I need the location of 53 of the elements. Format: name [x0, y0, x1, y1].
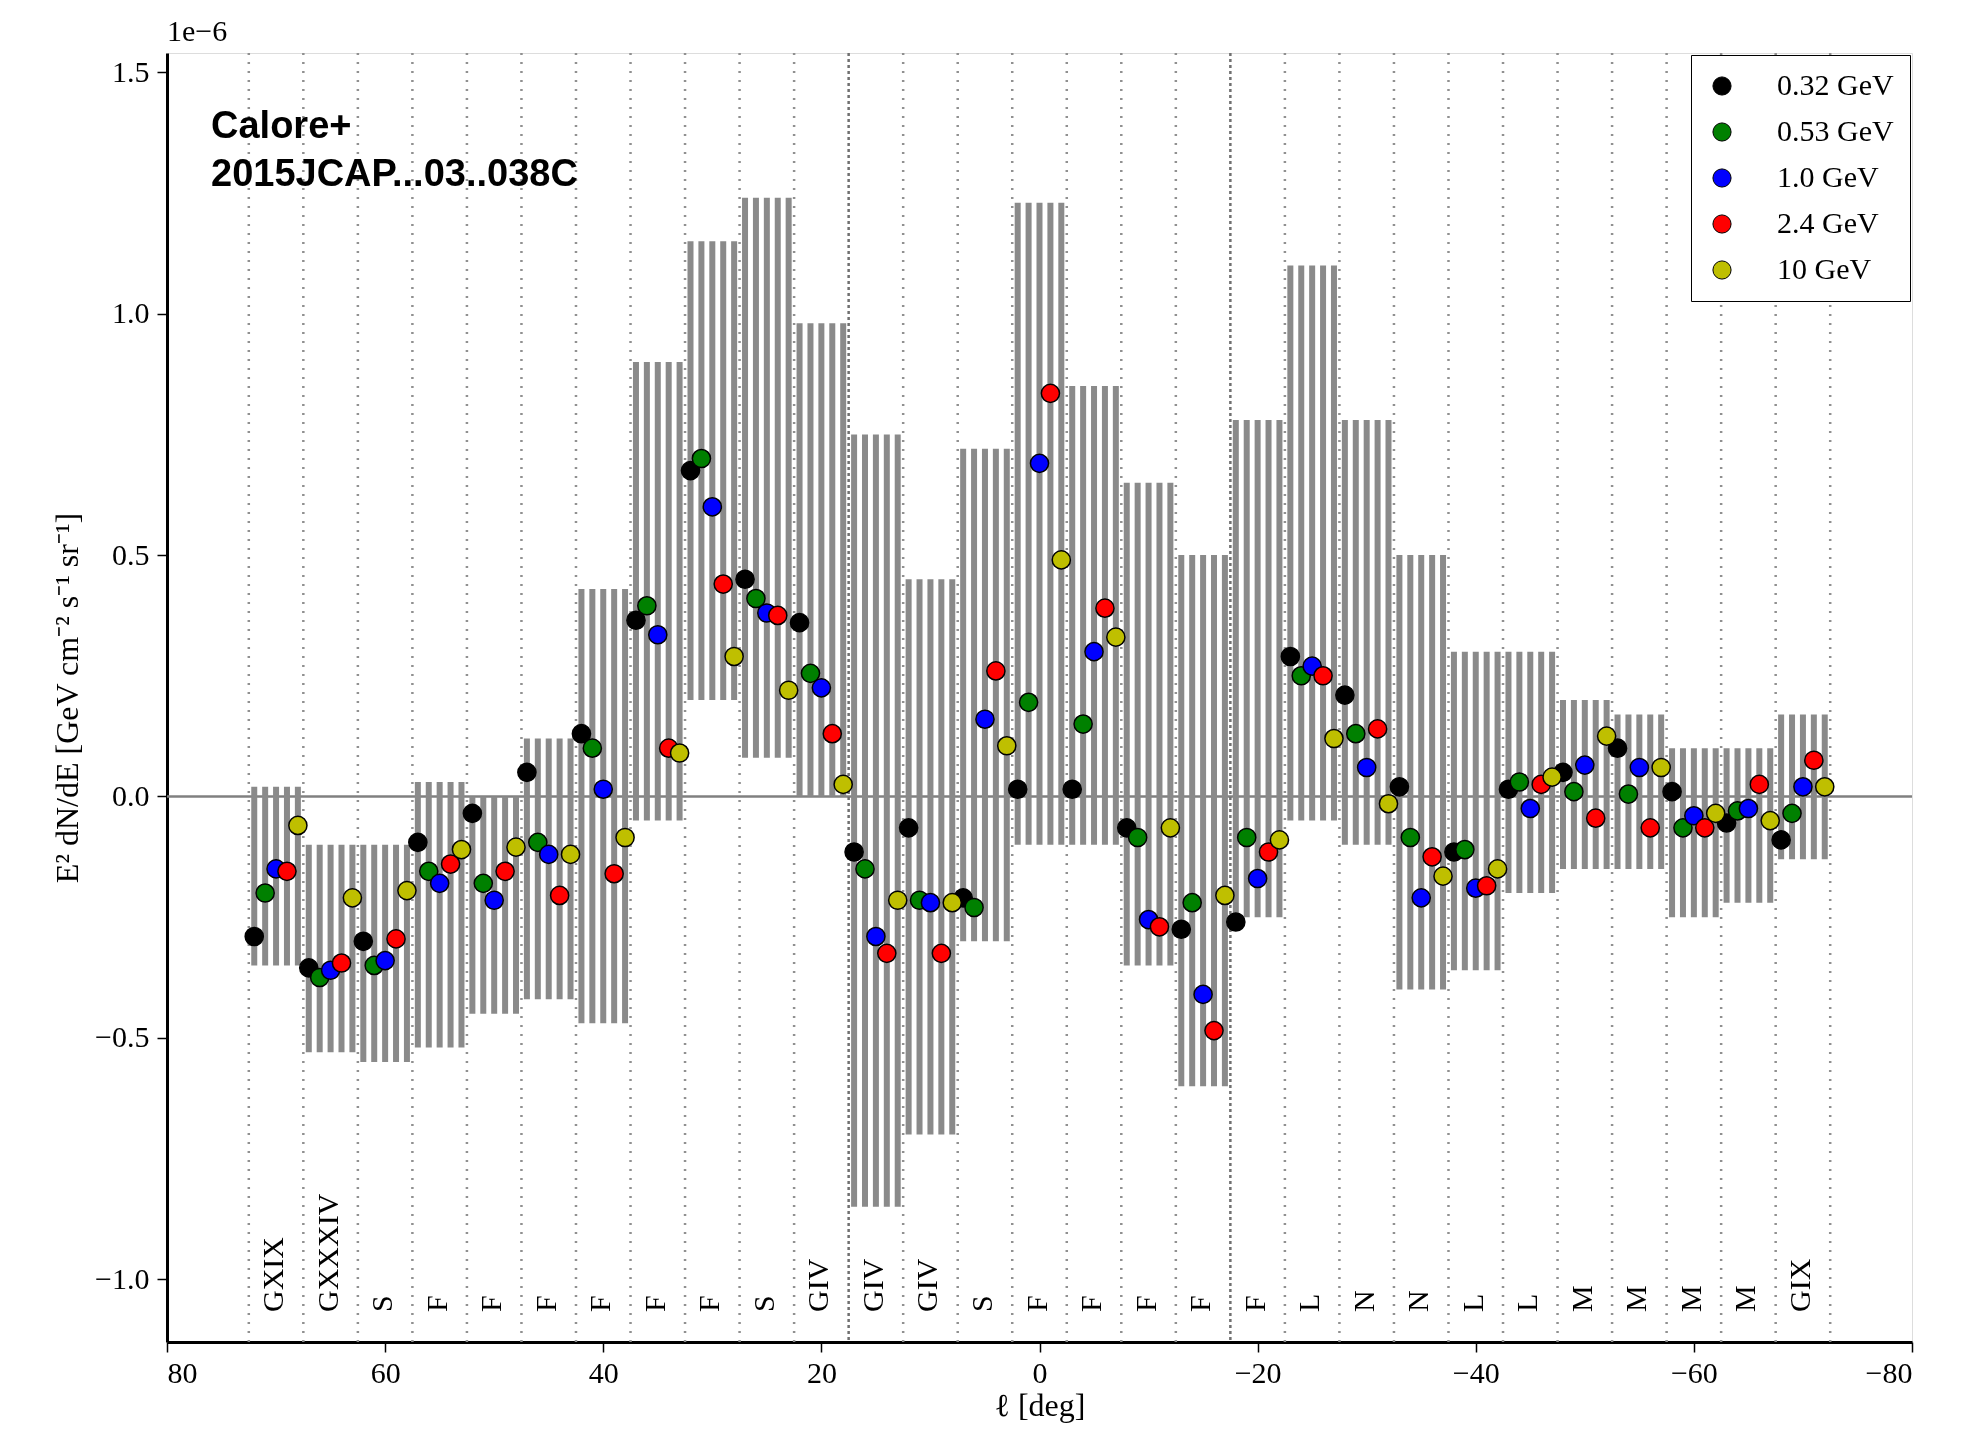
x-tick-label: 20: [806, 1355, 837, 1389]
annotation: F: [1128, 1295, 1162, 1312]
x-tick-label: −60: [1670, 1355, 1718, 1389]
annotation: GXIX: [256, 1236, 290, 1312]
annotation: F: [637, 1295, 671, 1312]
x-tick-label: −40: [1452, 1355, 1500, 1389]
annotation: F: [1183, 1295, 1217, 1312]
annotation: L: [1455, 1293, 1489, 1312]
y-tick-label: 1.5: [112, 54, 150, 88]
legend-label: 0.53 GeV: [1777, 114, 1894, 147]
legend-label: 2.4 GeV: [1777, 206, 1879, 239]
x-tick-label: 60: [370, 1355, 401, 1389]
x-tick-label: 80: [167, 1355, 198, 1389]
annotation: F: [528, 1295, 562, 1312]
y-tick-label: 0.5: [112, 537, 150, 571]
annotation: F: [583, 1295, 617, 1312]
annotation: F: [1237, 1295, 1271, 1312]
annotation: F: [474, 1295, 508, 1312]
annotation: N: [1346, 1290, 1380, 1312]
annotation: F: [1019, 1295, 1053, 1312]
annotation: S: [746, 1295, 780, 1312]
annotation: Calore+ 2015JCAP...03..038C: [211, 104, 578, 194]
y-tick-label: −0.5: [95, 1020, 150, 1054]
y-tick-label: 1.0: [112, 296, 150, 330]
annotation: M: [1564, 1285, 1598, 1312]
annotation: M: [1619, 1285, 1653, 1312]
x-axis-title: ℓ [deg]: [994, 1386, 1086, 1423]
text: 1e−6: [167, 14, 228, 47]
y-tick-label: 0.0: [112, 778, 150, 812]
legend-label: 1.0 GeV: [1777, 160, 1879, 193]
legend-label: 10 GeV: [1777, 252, 1872, 285]
x-tick-label: −20: [1234, 1355, 1282, 1389]
annotation: S: [964, 1295, 998, 1312]
annotation: S: [365, 1295, 399, 1312]
annotation: M: [1673, 1285, 1707, 1312]
x-tick-label: 40: [588, 1355, 619, 1389]
annotation: GIV: [855, 1258, 889, 1312]
annotation: GIV: [910, 1258, 944, 1312]
x-tick-label: 0: [1032, 1355, 1048, 1389]
x-tick-label: −80: [1865, 1355, 1913, 1389]
annotation: F: [1074, 1295, 1108, 1312]
annotation: L: [1292, 1293, 1326, 1312]
annotation: L: [1510, 1293, 1544, 1312]
y-axis-title: E² dN/dE [GeV cm⁻² s⁻¹ sr⁻¹]: [49, 512, 86, 884]
y-tick-label: −1.0: [95, 1261, 150, 1295]
legend-label: 0.32 GeV: [1777, 68, 1894, 101]
annotation: N: [1401, 1290, 1435, 1312]
annotation: F: [692, 1295, 726, 1312]
annotation: GIV: [801, 1258, 835, 1312]
annotation: M: [1728, 1285, 1762, 1312]
annotation: GIX: [1782, 1258, 1816, 1312]
annotation: GXXXIV: [310, 1193, 344, 1312]
annotation: F: [419, 1295, 453, 1312]
